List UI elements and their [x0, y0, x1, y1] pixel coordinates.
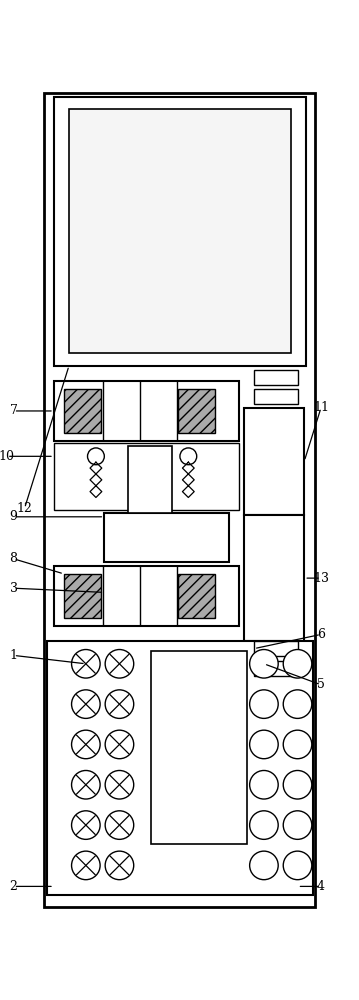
- Circle shape: [71, 690, 100, 718]
- Circle shape: [283, 770, 312, 799]
- Bar: [254, 641, 298, 656]
- Circle shape: [105, 730, 134, 759]
- Bar: [69, 109, 291, 353]
- Circle shape: [105, 811, 134, 839]
- Text: 2: 2: [10, 880, 18, 893]
- Circle shape: [250, 730, 278, 759]
- Text: 4: 4: [317, 880, 325, 893]
- Circle shape: [105, 851, 134, 880]
- Text: 6: 6: [317, 628, 325, 641]
- Bar: [44, 93, 315, 907]
- Circle shape: [180, 448, 197, 465]
- Bar: [54, 97, 306, 366]
- Bar: [104, 513, 229, 562]
- Circle shape: [71, 650, 100, 678]
- Bar: [254, 370, 298, 385]
- Text: 13: 13: [313, 572, 329, 585]
- Bar: [244, 515, 304, 641]
- Bar: [54, 566, 239, 626]
- Circle shape: [105, 770, 134, 799]
- Circle shape: [250, 851, 278, 880]
- Circle shape: [250, 811, 278, 839]
- Circle shape: [105, 650, 134, 678]
- Bar: [254, 389, 298, 404]
- Circle shape: [71, 851, 100, 880]
- Circle shape: [283, 730, 312, 759]
- Bar: [54, 381, 239, 441]
- Text: 7: 7: [10, 404, 18, 417]
- Text: 1: 1: [10, 649, 18, 662]
- Circle shape: [250, 690, 278, 718]
- Bar: [64, 389, 101, 433]
- Bar: [47, 641, 313, 895]
- Circle shape: [71, 811, 100, 839]
- Circle shape: [71, 770, 100, 799]
- Circle shape: [283, 851, 312, 880]
- Text: 10: 10: [0, 450, 15, 463]
- Circle shape: [250, 650, 278, 678]
- Bar: [128, 446, 172, 513]
- Bar: [178, 389, 215, 433]
- Circle shape: [283, 811, 312, 839]
- Text: 8: 8: [10, 552, 18, 565]
- Bar: [150, 651, 247, 844]
- Circle shape: [105, 690, 134, 718]
- Bar: [54, 443, 239, 510]
- Bar: [178, 574, 215, 618]
- Bar: [64, 574, 101, 618]
- Text: 9: 9: [10, 510, 18, 523]
- Circle shape: [71, 730, 100, 759]
- Text: 3: 3: [10, 582, 18, 595]
- Circle shape: [283, 650, 312, 678]
- Text: 12: 12: [17, 502, 32, 515]
- Circle shape: [88, 448, 104, 465]
- Circle shape: [250, 770, 278, 799]
- Bar: [244, 408, 304, 515]
- Bar: [254, 661, 298, 676]
- Text: 11: 11: [313, 401, 329, 414]
- Circle shape: [283, 690, 312, 718]
- Text: 5: 5: [317, 678, 325, 691]
